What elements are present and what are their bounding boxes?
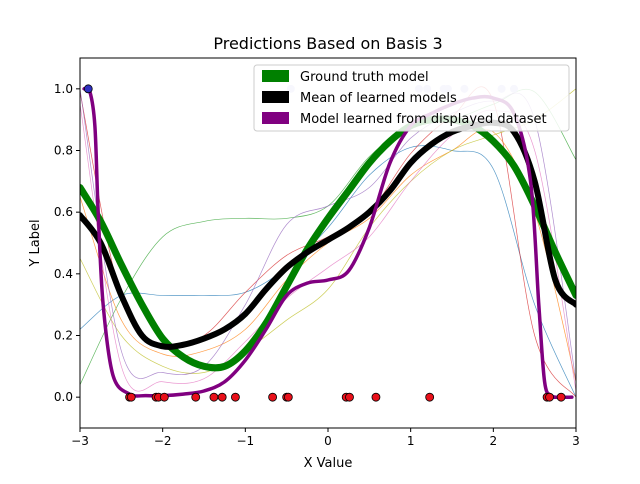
legend-swatch-ground-truth: [262, 70, 289, 82]
y-tick-label-1: 0.2: [54, 329, 73, 343]
y-tick-label-4: 0.8: [54, 144, 73, 158]
thin-model-line-7: [80, 88, 576, 374]
y-tick-label-2: 0.4: [54, 267, 73, 281]
y-tick-label-5: 1.0: [54, 82, 73, 96]
x-axis-label: X Value: [304, 456, 353, 471]
series-line-model-learned-from-displayed-dataset: [82, 86, 574, 400]
data-point-y0-14: [371, 392, 381, 402]
legend-swatch-mean: [262, 91, 289, 103]
data-point-y0-9: [268, 392, 278, 402]
legend-label-ground-truth: Ground truth model: [300, 70, 429, 85]
y-axis-ticks: 0.0 0.2 0.4 0.6 0.8 1.0: [54, 82, 80, 404]
series-line-ground-truth-model: [80, 115, 576, 372]
data-point-y0-13: [345, 392, 354, 402]
x-tick-label-2: −1: [236, 434, 254, 448]
x-tick-label-6: 3: [572, 434, 580, 448]
data-point-y0-7: [217, 392, 227, 402]
y-axis-label: Y Label: [28, 219, 43, 267]
x-tick-label-4: 1: [407, 434, 415, 448]
data-point-y0-8: [231, 392, 240, 402]
x-axis-ticks: −3 −2 −1 0 1 2 3: [71, 428, 580, 448]
x-tick-label-3: 0: [324, 434, 332, 448]
legend-label-mean: Mean of learned models: [300, 91, 457, 106]
legend-box: [253, 64, 570, 132]
y-tick-label-0: 0.0: [54, 390, 73, 404]
data-point-y0-18: [556, 392, 566, 402]
legend: Ground truth model Mean of learned model…: [253, 64, 570, 132]
x-tick-label-5: 2: [490, 434, 498, 448]
data-point-y0-15: [425, 392, 435, 402]
data-point-y1-0: [83, 84, 93, 94]
x-tick-label-1: −2: [154, 434, 172, 448]
data-point-y0-6: [209, 392, 219, 402]
legend-swatch-learned: [262, 112, 289, 124]
data-point-y0-11: [283, 392, 293, 402]
data-point-y0-4: [159, 392, 169, 402]
chart-title: Predictions Based on Basis 3: [213, 34, 442, 53]
data-point-y0-17: [545, 392, 554, 402]
data-point-y0-1: [126, 392, 136, 402]
data-point-y0-5: [191, 392, 201, 402]
y-tick-label-3: 0.6: [54, 205, 73, 219]
x-tick-label-0: −3: [71, 434, 89, 448]
legend-label-learned: Model learned from displayed dataset: [300, 112, 547, 127]
thin-model-line-4: [80, 145, 576, 398]
